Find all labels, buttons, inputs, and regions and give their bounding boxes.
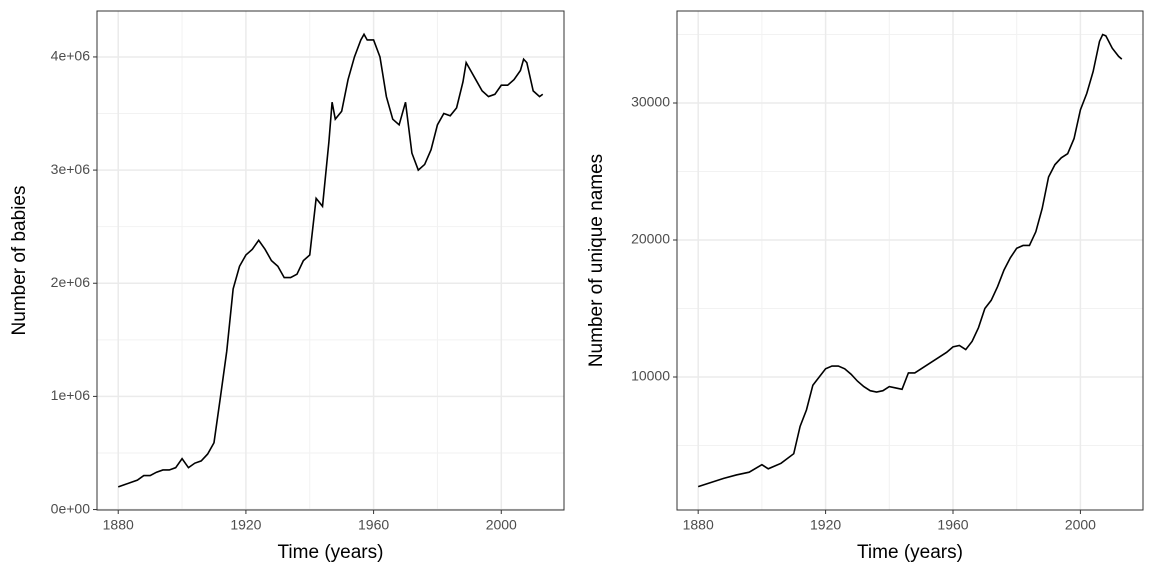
x-tick-label: 1880: [103, 517, 134, 533]
x-tick-label: 1960: [358, 517, 389, 533]
y-tick-label: 2e+06: [51, 274, 91, 290]
y-tick-label: 0e+00: [51, 500, 91, 516]
y-tick-label: 10000: [631, 368, 670, 384]
y-tick-label: 4e+06: [51, 48, 91, 64]
panel-background: [677, 11, 1143, 510]
panel-border: [96, 10, 565, 511]
x-axis-title: Time (years): [278, 542, 384, 563]
panel-border: [676, 10, 1144, 511]
x-tick-label: 2000: [1065, 517, 1096, 533]
x-tick-label: 1920: [810, 517, 841, 533]
data-line: [117, 32, 544, 488]
y-axis-title: Number of unique names: [586, 154, 607, 367]
y-tick-label: 3e+06: [51, 161, 91, 177]
y-axis-title: Number of babies: [9, 186, 30, 336]
x-axis-title: Time (years): [857, 542, 963, 563]
x-tick-label: 1880: [683, 517, 714, 533]
x-tick-label: 1960: [937, 517, 968, 533]
x-tick-label: 2000: [486, 517, 517, 533]
x-tick-label: 1920: [230, 517, 261, 533]
y-tick-label: 1e+06: [51, 387, 91, 403]
y-tick-label: 30000: [631, 94, 670, 110]
panel-background: [97, 11, 564, 510]
data-line: [697, 33, 1123, 488]
y-tick-label: 20000: [631, 231, 670, 247]
